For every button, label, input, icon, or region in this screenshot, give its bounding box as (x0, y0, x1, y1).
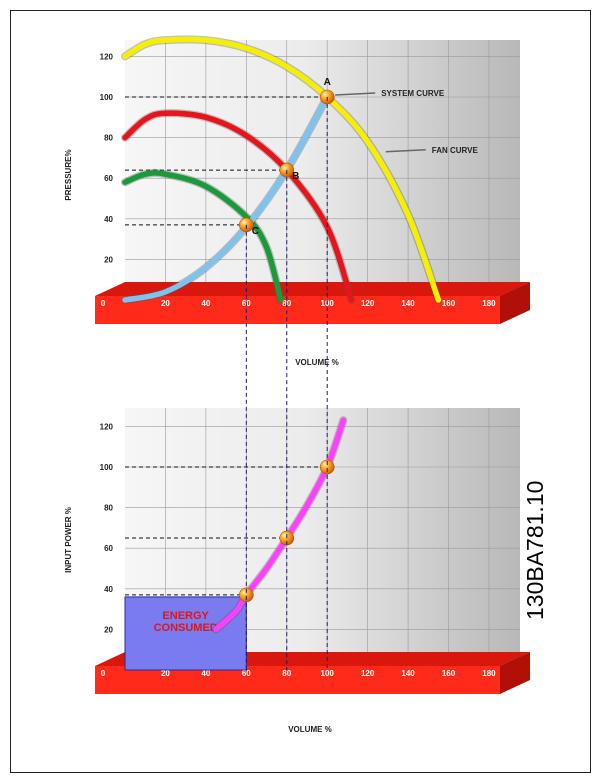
base-top (95, 282, 530, 296)
x-tick-label: 0 (101, 299, 106, 308)
pressure-chart: 0 20 40 60 80 100 120 140 160 18020406080100120VO… (64, 35, 530, 367)
y-tick-label: 120 (100, 422, 114, 431)
y-tick-label: 40 (104, 215, 113, 224)
power-chart: 0 20 40 60 80 100 120 140 160 180 20 40 60 80 100 120 VO… (64, 97, 530, 734)
y-tick-label: 80 (104, 134, 113, 143)
energy-consumed-label: CONSUMED (154, 622, 218, 634)
x-axis-label: VOLUME % (288, 725, 332, 734)
y-tick-label: 60 (104, 174, 113, 183)
fan-curve-annotation-leader (385, 149, 426, 153)
energy-consumed-area (124, 596, 247, 671)
series-line-system (122, 94, 330, 303)
y-tick-label: 120 (100, 52, 114, 61)
series-line-fan_100 (122, 36, 442, 303)
y-tick-label: 100 (100, 93, 114, 102)
x-tick-label: 20 (161, 669, 170, 678)
y-axis-label: INPUT POWER % (64, 507, 73, 573)
energy-consumed-label: ENERGY (162, 610, 209, 622)
y-tick-label: 100 (100, 463, 114, 472)
point-label-c: C (252, 226, 259, 237)
x-tick-label: 140 (401, 299, 415, 308)
x-tick-label: 0 (101, 669, 106, 678)
x-axis-label: VOLUME % (295, 358, 339, 367)
x-tick-label: 60 (242, 669, 251, 678)
y-tick-label: 20 (104, 625, 113, 634)
base-front (95, 296, 500, 324)
system-curve-annotation-leader (335, 92, 376, 96)
x-tick-label: 40 (201, 669, 210, 678)
y-tick-label: 60 (104, 544, 113, 553)
base-side (500, 282, 530, 324)
x-tick-label: 80 (282, 669, 291, 678)
operating-point-marker (319, 459, 335, 475)
x-tick-label: 120 (361, 299, 375, 308)
x-tick-label: 160 (442, 299, 456, 308)
x-tick-label: 180 (482, 669, 496, 678)
y-axis-label: PRESSURE% (64, 149, 73, 200)
x-tick-label: 100 (321, 669, 335, 678)
base-side (500, 652, 530, 694)
fan-curve-annotation: FAN CURVE (432, 146, 479, 155)
y-tick-label: 20 (104, 255, 113, 264)
y-tick-label: 80 (104, 504, 113, 513)
x-tick-label: 180 (482, 299, 496, 308)
document-id: 130BA781.10 (522, 481, 548, 620)
x-tick-label: 140 (401, 669, 415, 678)
x-tick-label: 20 (161, 299, 170, 308)
point-label-a: A (324, 77, 331, 88)
x-tick-label: 40 (201, 299, 210, 308)
system-curve-annotation: SYSTEM CURVE (381, 89, 445, 98)
series-line-fan_60 (122, 170, 284, 303)
x-tick-label: 160 (442, 669, 456, 678)
operating-point-marker (239, 587, 254, 603)
point-label-b: B (292, 171, 299, 182)
y-tick-label: 40 (104, 585, 113, 594)
x-tick-label: 120 (361, 669, 375, 678)
base-front (95, 666, 500, 694)
